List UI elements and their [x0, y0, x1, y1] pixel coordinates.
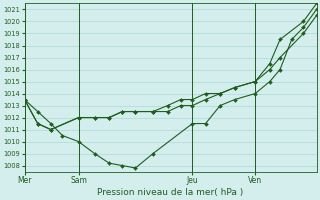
X-axis label: Pression niveau de la mer( hPa ): Pression niveau de la mer( hPa ): [97, 188, 244, 197]
